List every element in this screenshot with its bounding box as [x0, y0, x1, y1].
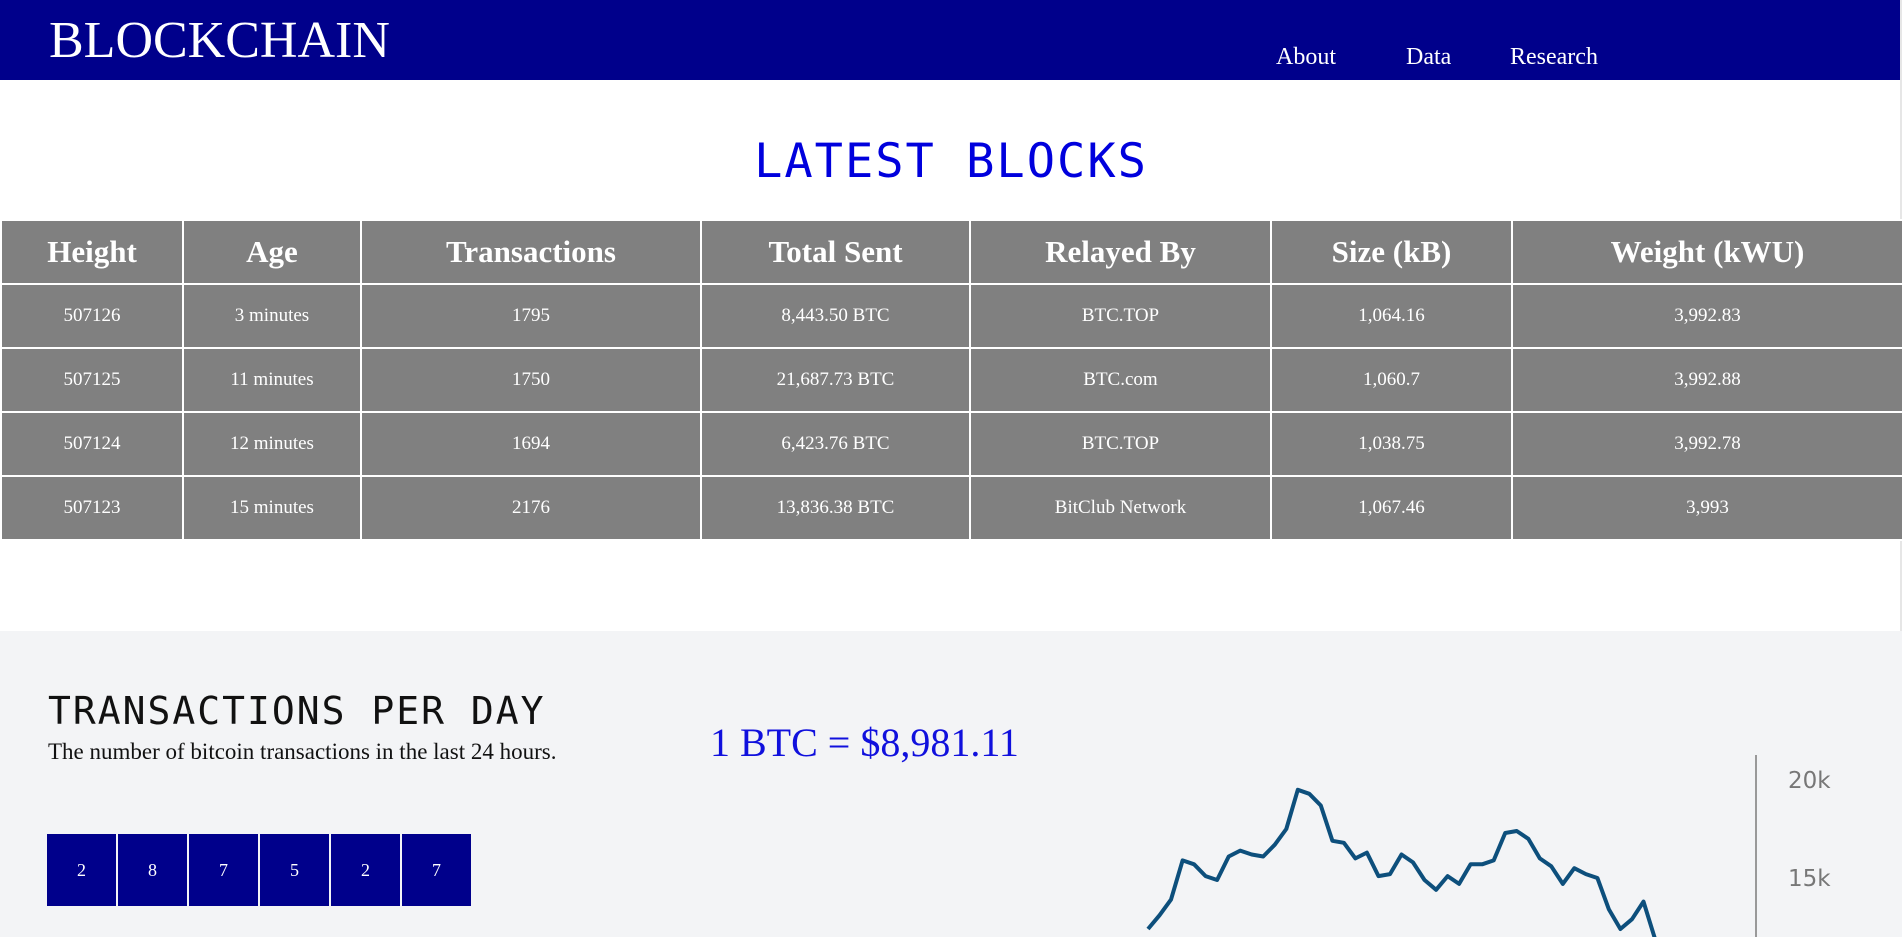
table-row: 507124 12 minutes 1694 6,423.76 BTC BTC.… — [0, 411, 1902, 477]
nav-link-research[interactable]: Research — [1510, 44, 1598, 70]
cell-total-sent: 8,443.50 BTC — [700, 283, 971, 349]
transactions-per-day-heading: TRANSACTIONS PER DAY — [48, 689, 546, 733]
column-header-total-sent: Total Sent — [700, 219, 971, 285]
transactions-section: TRANSACTIONS PER DAY The number of bitco… — [0, 631, 1902, 937]
y-tick-label: 15k — [1788, 866, 1831, 892]
cell-height[interactable]: 507125 — [0, 347, 184, 413]
cell-total-sent: 13,836.38 BTC — [700, 475, 971, 541]
cell-transactions: 1795 — [360, 283, 702, 349]
transactions-line-chart — [1146, 787, 1657, 940]
cell-size: 1,067.46 — [1270, 475, 1513, 541]
cell-height[interactable]: 507123 — [0, 475, 184, 541]
column-header-height: Height — [0, 219, 184, 285]
cell-size: 1,060.7 — [1270, 347, 1513, 413]
series-line — [1146, 787, 1657, 940]
cell-relayed-by: BTC.com — [969, 347, 1272, 413]
cell-relayed-by: BitClub Network — [969, 475, 1272, 541]
btc-price: 1 BTC = $8,981.11 — [710, 720, 1019, 765]
cell-relayed-by: BTC.TOP — [969, 411, 1272, 477]
y-axis-line — [1755, 755, 1757, 937]
cell-transactions: 2176 — [360, 475, 702, 541]
counter-digit: 8 — [118, 834, 187, 906]
column-header-relayed-by: Relayed By — [969, 219, 1272, 285]
cell-height[interactable]: 507126 — [0, 283, 184, 349]
cell-total-sent: 6,423.76 BTC — [700, 411, 971, 477]
cell-transactions: 1750 — [360, 347, 702, 413]
latest-blocks-heading: LATEST BLOCKS — [754, 134, 1148, 189]
column-header-weight: Weight (kWU) — [1511, 219, 1902, 285]
table-header-row: Height Age Transactions Total Sent Relay… — [0, 219, 1902, 285]
counter-digit: 7 — [189, 834, 258, 906]
cell-age: 12 minutes — [182, 411, 362, 477]
counter-digit: 2 — [331, 834, 400, 906]
cell-size: 1,064.16 — [1270, 283, 1513, 349]
table-row: 507123 15 minutes 2176 13,836.38 BTC Bit… — [0, 475, 1902, 541]
transactions-chart: 20k 15k — [1100, 740, 1902, 940]
nav-link-data[interactable]: Data — [1406, 44, 1452, 70]
cell-relayed-by: BTC.TOP — [969, 283, 1272, 349]
counter-digit: 5 — [260, 834, 329, 906]
cell-age: 11 minutes — [182, 347, 362, 413]
cell-weight: 3,992.78 — [1511, 411, 1902, 477]
transaction-counter: 2 8 7 5 2 7 — [47, 834, 473, 906]
cell-weight: 3,992.83 — [1511, 283, 1902, 349]
top-navigation-bar: BLOCKCHAIN About Data Research — [0, 0, 1902, 80]
cell-transactions: 1694 — [360, 411, 702, 477]
cell-total-sent: 21,687.73 BTC — [700, 347, 971, 413]
brand-logo[interactable]: BLOCKCHAIN — [49, 12, 390, 69]
column-header-size: Size (kB) — [1270, 219, 1513, 285]
cell-height[interactable]: 507124 — [0, 411, 184, 477]
cell-age: 3 minutes — [182, 283, 362, 349]
cell-age: 15 minutes — [182, 475, 362, 541]
counter-digit: 7 — [402, 834, 471, 906]
column-header-transactions: Transactions — [360, 219, 702, 285]
cell-weight: 3,993 — [1511, 475, 1902, 541]
column-header-age: Age — [182, 219, 362, 285]
counter-digit: 2 — [47, 834, 116, 906]
nav-link-about[interactable]: About — [1276, 44, 1336, 70]
cell-size: 1,038.75 — [1270, 411, 1513, 477]
table-row: 507125 11 minutes 1750 21,687.73 BTC BTC… — [0, 347, 1902, 413]
transactions-per-day-description: The number of bitcoin transactions in th… — [48, 739, 557, 764]
y-tick-label: 20k — [1788, 768, 1831, 794]
cell-weight: 3,992.88 — [1511, 347, 1902, 413]
latest-blocks-table: Height Age Transactions Total Sent Relay… — [0, 219, 1902, 541]
table-row: 507126 3 minutes 1795 8,443.50 BTC BTC.T… — [0, 283, 1902, 349]
